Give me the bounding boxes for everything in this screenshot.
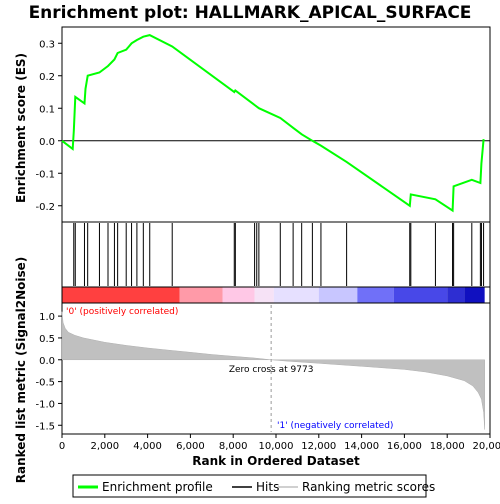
color-band-segment [180,287,223,303]
zero-cross-label: Zero cross at 9773 [229,365,314,375]
positive-correlation-label: '0' (positively correlated) [66,307,178,317]
color-band-segment [394,287,448,303]
es-y-tick-label: 0.3 [39,39,55,50]
enrichment-score-panel: 0.3 0.2 0.1 0.0 -0.1 -0.2 Enrichment score (E… [14,27,490,222]
ranking-color-band [62,287,490,303]
color-band-segment [255,287,274,303]
legend-label-ranking: Ranking metric scores [302,480,435,494]
legend-label-enrichment: Enrichment profile [102,480,213,494]
metric-x-tick-label: 12,000 [301,441,336,452]
metric-x-tick-label: 14,000 [344,441,379,452]
metric-y-tick-label: -1.5 [35,421,55,432]
es-y-axis-label: Enrichment score (ES) [14,53,28,203]
metric-x-tick-label: 0 [59,441,65,452]
color-band-segment [464,287,484,303]
es-y-tick-label: -0.1 [35,169,55,180]
metric-x-tick-label: 16,000 [387,441,422,452]
es-y-tick-label: 0.2 [39,72,55,83]
chart-title: Enrichment plot: HALLMARK_APICAL_SURFACE [29,3,472,23]
color-band-segments [62,287,485,303]
color-band-segment [274,287,319,303]
metric-x-tick-label: 20,000 [473,441,500,452]
metric-x-tick-label: 6,000 [176,441,205,452]
es-y-tick-label: 0.1 [39,104,55,115]
es-plot-frame [62,27,490,222]
metric-x-tick-label: 18,000 [430,441,465,452]
metric-x-axis-label: Rank in Ordered Dataset [192,454,360,468]
hits-panel [62,222,490,287]
color-band-segment [62,287,180,303]
es-y-tick-label: 0.0 [39,137,55,148]
color-band-segment [223,287,255,303]
color-band-segment [319,287,358,303]
metric-x-tick-label: 10,000 [259,441,294,452]
metric-y-tick-label: 1.0 [39,312,55,323]
legend: Enrichment profile Hits Ranking metric s… [73,475,435,497]
metric-x-tick-label: 8,000 [219,441,248,452]
legend-label-hits: Hits [256,480,279,494]
metric-y-tick-label: 0.5 [39,334,55,345]
metric-x-tick-label: 4,000 [133,441,162,452]
es-y-tick-label: -0.2 [35,202,55,213]
negative-correlation-label: '1' (negatively correlated) [277,421,393,431]
color-band-segment [357,287,393,303]
color-band-segment [447,287,464,303]
metric-y-axis-label: Ranked list metric (Signal2Noise) [14,257,28,484]
metric-y-tick-label: -1.0 [35,399,55,410]
metric-y-tick-label: -0.5 [35,378,55,389]
metric-x-tick-label: 2,000 [90,441,119,452]
metric-y-tick-label: 0.0 [39,356,55,367]
